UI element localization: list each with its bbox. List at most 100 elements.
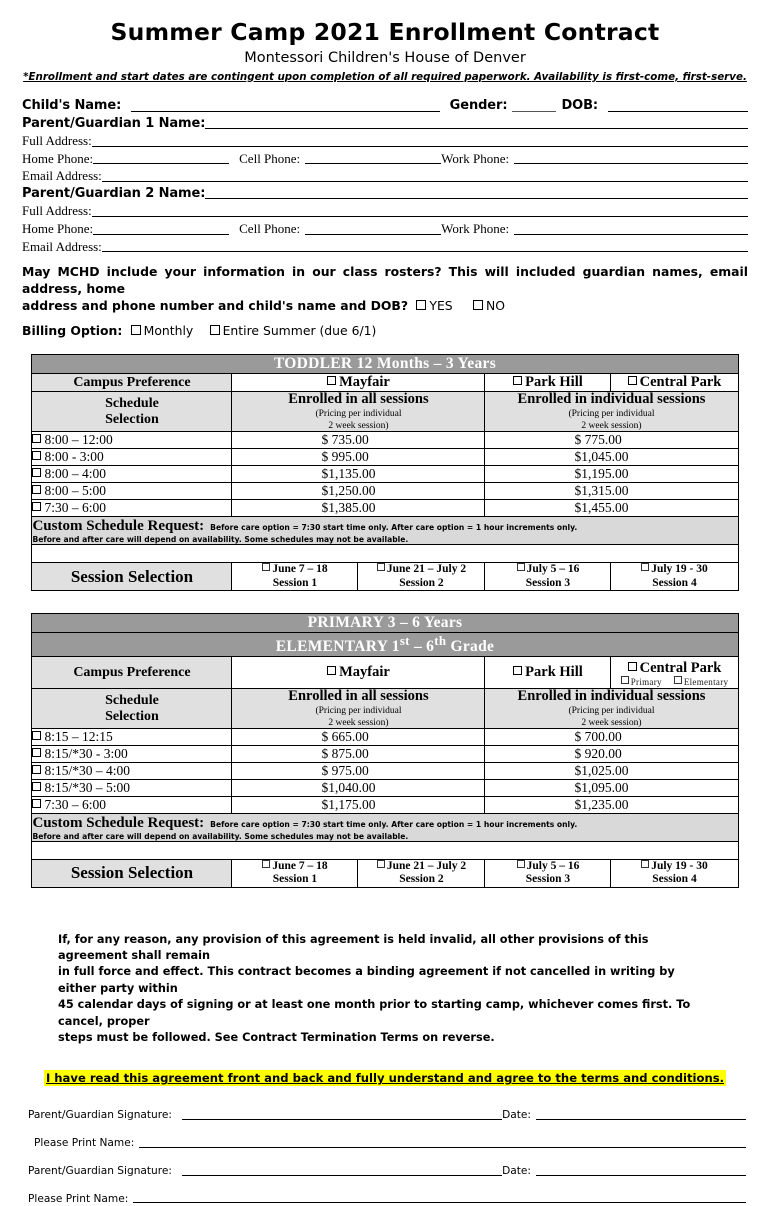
primary-session-3[interactable]: July 5 – 16 Session 3 bbox=[484, 859, 612, 888]
primary-schedule-option[interactable]: 8:15/*30 - 3:00 bbox=[31, 745, 233, 764]
checkbox-icon[interactable] bbox=[641, 860, 650, 869]
primary-all-sessions-title: Enrolled in all sessions bbox=[288, 688, 429, 705]
date-input-2[interactable] bbox=[536, 1174, 746, 1176]
toddler-schedule-option[interactable]: 8:00 – 12:00 bbox=[31, 431, 233, 450]
primary-price-individual: $1,095.00 bbox=[484, 779, 739, 798]
checkbox-icon[interactable] bbox=[627, 376, 637, 386]
billing-entire-summer-checkbox[interactable] bbox=[209, 325, 220, 336]
toddler-schedule-option[interactable]: 8:00 - 3:00 bbox=[31, 448, 233, 467]
checkbox-icon[interactable] bbox=[32, 799, 42, 809]
primary-campus-mayfair[interactable]: Mayfair bbox=[231, 656, 486, 690]
toddler-schedule-option-label: 8:00 – 12:00 bbox=[44, 432, 113, 448]
guardian2-work-phone-input[interactable] bbox=[514, 233, 748, 235]
toddler-schedule-option[interactable]: 8:00 – 4:00 bbox=[31, 465, 233, 484]
toddler-custom-entry-input[interactable] bbox=[31, 544, 739, 564]
checkbox-icon[interactable] bbox=[327, 376, 337, 386]
dob-label: DOB: bbox=[561, 98, 598, 114]
checkbox-icon[interactable] bbox=[673, 676, 682, 685]
toddler-schedule-option[interactable]: 7:30 – 6:00 bbox=[31, 499, 233, 518]
guardian1-address-input[interactable] bbox=[91, 145, 748, 147]
checkbox-icon[interactable] bbox=[32, 468, 42, 478]
checkbox-icon[interactable] bbox=[513, 376, 523, 386]
central-park-elementary-label: Elementary bbox=[683, 677, 729, 688]
checkbox-icon[interactable] bbox=[376, 860, 385, 869]
gender-input[interactable] bbox=[512, 110, 557, 112]
toddler-schedule-option[interactable]: 8:00 – 5:00 bbox=[31, 482, 233, 501]
roster-yes-checkbox[interactable] bbox=[416, 299, 427, 310]
toddler-campus-central-park[interactable]: Central Park bbox=[610, 373, 739, 393]
primary-schedule-option[interactable]: 8:15/*30 – 5:00 bbox=[31, 779, 233, 798]
checkbox-icon[interactable] bbox=[32, 782, 42, 792]
toddler-custom-entry-row[interactable] bbox=[31, 544, 739, 564]
primary-campus-central-park[interactable]: Central Park Primary Elementary bbox=[610, 656, 739, 690]
gender-label: Gender: bbox=[449, 98, 508, 114]
toddler-campus-mayfair[interactable]: Mayfair bbox=[231, 373, 486, 393]
billing-monthly-checkbox[interactable] bbox=[130, 325, 141, 336]
legal-terms-paragraph: If, for any reason, any provision of thi… bbox=[58, 932, 710, 1047]
guardian1-work-phone-input[interactable] bbox=[514, 163, 748, 165]
toddler-campus-park-hill[interactable]: Park Hill bbox=[484, 373, 612, 393]
primary-session-selection-label: Session Selection bbox=[31, 859, 233, 888]
guardian2-cell-phone-input[interactable] bbox=[305, 233, 442, 235]
toddler-session-4[interactable]: July 19 - 30 Session 4 bbox=[610, 562, 739, 591]
dob-input[interactable] bbox=[608, 110, 748, 112]
toddler-price-individual: $ 775.00 bbox=[484, 431, 739, 450]
toddler-campus-row: Campus Preference Mayfair Park Hill Cent… bbox=[31, 373, 739, 393]
checkbox-icon[interactable] bbox=[641, 563, 650, 572]
primary-schedule-option-label: 7:30 – 6:00 bbox=[44, 797, 106, 813]
primary-schedule-option-label: 8:15/*30 - 3:00 bbox=[44, 746, 128, 762]
checkbox-icon[interactable] bbox=[262, 860, 271, 869]
checkbox-icon[interactable] bbox=[32, 765, 42, 775]
primary-session-4-dates: July 19 - 30 bbox=[651, 860, 708, 873]
guardian1-home-phone-input[interactable] bbox=[93, 163, 230, 165]
toddler-schedule-option-label: 8:00 - 3:00 bbox=[44, 449, 104, 465]
primary-schedule-option[interactable]: 7:30 – 6:00 bbox=[31, 796, 233, 815]
guardian2-home-phone-input[interactable] bbox=[93, 233, 230, 235]
checkbox-icon[interactable] bbox=[32, 748, 42, 758]
checkbox-icon[interactable] bbox=[32, 434, 42, 444]
guardian2-email-input[interactable] bbox=[101, 251, 748, 253]
primary-session-4[interactable]: July 19 - 30 Session 4 bbox=[610, 859, 739, 888]
checkbox-icon[interactable] bbox=[513, 666, 523, 676]
date-input-1[interactable] bbox=[536, 1119, 746, 1121]
checkbox-icon[interactable] bbox=[516, 860, 525, 869]
checkbox-icon[interactable] bbox=[327, 666, 337, 676]
checkbox-icon[interactable] bbox=[262, 563, 271, 572]
toddler-band-row: TODDLER 12 Months – 3 Years bbox=[31, 354, 739, 375]
roster-no-checkbox[interactable] bbox=[472, 299, 483, 310]
guardian1-cell-phone-input[interactable] bbox=[305, 163, 442, 165]
elementary-band-row: ELEMENTARY 1st – 6th Grade bbox=[31, 631, 739, 658]
guardian2-name-input[interactable] bbox=[205, 198, 748, 200]
print-name-input-2[interactable] bbox=[133, 1202, 746, 1204]
signature-input-2[interactable] bbox=[181, 1174, 503, 1176]
checkbox-icon[interactable] bbox=[376, 563, 385, 572]
toddler-session-1[interactable]: June 7 – 18 Session 1 bbox=[231, 562, 359, 591]
guardian1-email-input[interactable] bbox=[101, 180, 748, 182]
checkbox-icon[interactable] bbox=[32, 502, 42, 512]
print-name-input-1[interactable] bbox=[139, 1146, 746, 1148]
guardian2-address-input[interactable] bbox=[91, 215, 748, 217]
billing-option-row: Billing Option: Monthly Entire Summer (d… bbox=[22, 323, 748, 338]
signature-input-1[interactable] bbox=[181, 1119, 503, 1121]
toddler-session-2[interactable]: June 21 – July 2 Session 2 bbox=[357, 562, 486, 591]
child-name-input[interactable] bbox=[131, 110, 440, 112]
table-row: 8:00 – 4:00 $1,135.00 $1,195.00 bbox=[31, 465, 739, 484]
primary-session-1[interactable]: June 7 – 18 Session 1 bbox=[231, 859, 359, 888]
primary-schedule-option[interactable]: 8:15/*30 – 4:00 bbox=[31, 762, 233, 781]
primary-campus-park-hill[interactable]: Park Hill bbox=[484, 656, 612, 690]
checkbox-icon[interactable] bbox=[32, 485, 42, 495]
primary-custom-entry-input[interactable] bbox=[31, 841, 739, 861]
toddler-session-3[interactable]: July 5 – 16 Session 3 bbox=[484, 562, 612, 591]
toddler-all-sessions-sub2: 2 week session) bbox=[328, 420, 389, 431]
primary-custom-entry-row[interactable] bbox=[31, 841, 739, 861]
guardian1-name-input[interactable] bbox=[205, 128, 748, 130]
primary-schedule-option[interactable]: 8:15 – 12:15 bbox=[31, 728, 233, 747]
checkbox-icon[interactable] bbox=[620, 676, 629, 685]
checkbox-icon[interactable] bbox=[627, 662, 637, 672]
checkbox-icon[interactable] bbox=[32, 731, 42, 741]
checkbox-icon[interactable] bbox=[32, 451, 42, 461]
child-name-row: Child's Name: Gender: DOB: bbox=[22, 97, 748, 115]
contact-information-form: Child's Name: Gender: DOB: Parent/Guardi… bbox=[22, 97, 748, 255]
checkbox-icon[interactable] bbox=[516, 563, 525, 572]
primary-session-2[interactable]: June 21 – July 2 Session 2 bbox=[357, 859, 486, 888]
